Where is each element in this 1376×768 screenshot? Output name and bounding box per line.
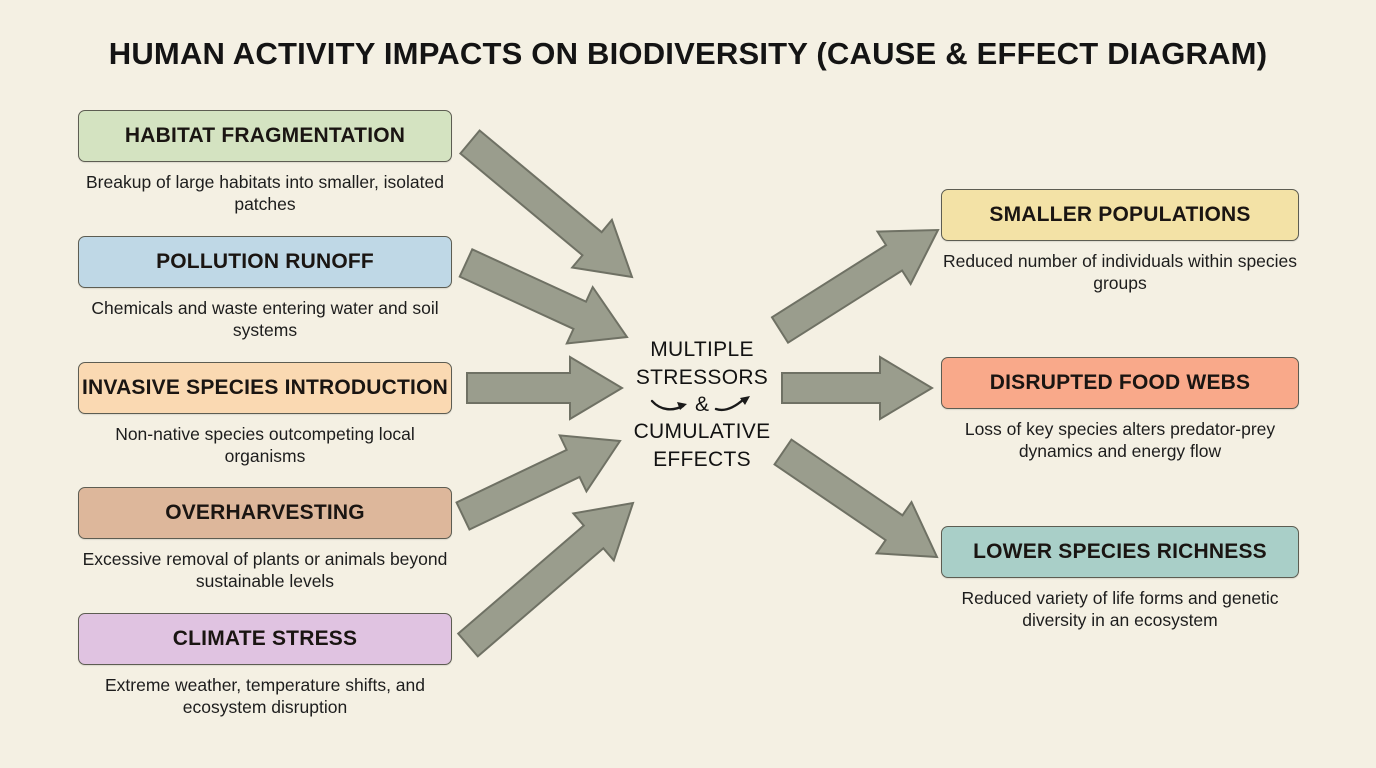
cause-label-pollution-runoff: POLLUTION RUNOFF xyxy=(156,250,374,273)
effect-label-disrupted-food-webs: DISRUPTED FOOD WEBS xyxy=(989,371,1251,394)
cause-node-overharvesting[interactable]: OVERHARVESTING Excessive removal of plan… xyxy=(78,487,452,593)
arrow-hub-to-lower-species-richness xyxy=(773,438,939,559)
effect-desc-smaller-populations: Reduced number of individuals within spe… xyxy=(942,251,1298,294)
cause-label-climate-stress: CLIMATE STRESS xyxy=(172,627,358,650)
hub-line-cumulative: CUMULATIVE xyxy=(633,420,771,444)
cause-desc-invasive-species-introduction: Non-native species outcompeting local or… xyxy=(115,424,415,467)
arrow-hub-to-smaller-populations xyxy=(770,228,940,345)
central-hub: MULTIPLE STRESSORS & CUMULATIVE EFFECTS xyxy=(620,336,784,474)
effect-label-smaller-populations: SMALLER POPULATIONS xyxy=(989,203,1251,226)
cause-desc-climate-stress: Extreme weather, temperature shifts, and… xyxy=(104,675,426,718)
effect-node-disrupted-food-webs[interactable]: DISRUPTED FOOD WEBS Loss of key species … xyxy=(941,357,1299,463)
cause-desc-overharvesting: Excessive removal of plants or animals b… xyxy=(82,549,448,592)
effect-box-smaller-populations[interactable]: SMALLER POPULATIONS xyxy=(941,189,1299,241)
effect-box-lower-species-richness[interactable]: LOWER SPECIES RICHNESS xyxy=(941,526,1299,578)
cause-label-invasive-species-introduction: INVASIVE SPECIES INTRODUCTION xyxy=(82,376,448,399)
cause-label-habitat-fragmentation: HABITAT FRAGMENTATION xyxy=(124,124,406,147)
arrow-hub-to-disrupted-food-webs xyxy=(781,355,934,421)
cause-node-habitat-fragmentation[interactable]: HABITAT FRAGMENTATION Breakup of large h… xyxy=(78,110,452,216)
arrow-overharvesting-to-hub xyxy=(455,434,622,531)
effect-label-lower-species-richness: LOWER SPECIES RICHNESS xyxy=(973,540,1267,563)
effect-node-smaller-populations[interactable]: SMALLER POPULATIONS Reduced number of in… xyxy=(941,189,1299,295)
cause-node-invasive-species-introduction[interactable]: INVASIVE SPECIES INTRODUCTION Non-native… xyxy=(78,362,452,468)
cause-box-invasive-species-introduction[interactable]: INVASIVE SPECIES INTRODUCTION xyxy=(78,362,452,414)
cause-node-pollution-runoff[interactable]: POLLUTION RUNOFF Chemicals and waste ent… xyxy=(78,236,452,342)
hub-line-multiple: MULTIPLE xyxy=(650,338,754,361)
effect-box-disrupted-food-webs[interactable]: DISRUPTED FOOD WEBS xyxy=(941,357,1299,409)
cause-desc-habitat-fragmentation: Breakup of large habitats into smaller, … xyxy=(86,172,444,215)
cause-desc-pollution-runoff: Chemicals and waste entering water and s… xyxy=(91,298,439,341)
cause-box-overharvesting[interactable]: OVERHARVESTING xyxy=(78,487,452,539)
effect-desc-lower-species-richness: Reduced variety of life forms and geneti… xyxy=(961,588,1279,631)
arrow-invasive-species-to-hub xyxy=(466,355,624,421)
curved-arrow-right-icon xyxy=(714,395,750,411)
hub-ampersand: & xyxy=(694,393,709,417)
arrow-habitat-fragmentation-to-hub xyxy=(458,129,634,279)
hub-line-effects: EFFECTS xyxy=(653,448,751,472)
arrow-climate-stress-to-hub xyxy=(456,501,635,658)
cause-box-climate-stress[interactable]: CLIMATE STRESS xyxy=(78,613,452,665)
effect-node-lower-species-richness[interactable]: LOWER SPECIES RICHNESS Reduced variety o… xyxy=(941,526,1299,632)
hub-amp-row: & xyxy=(620,391,784,418)
arrow-pollution-runoff-to-hub xyxy=(458,248,629,345)
hub-line-stressors: STRESSORS xyxy=(635,365,769,389)
curved-arrow-left-icon xyxy=(650,399,687,411)
cause-node-climate-stress[interactable]: CLIMATE STRESS Extreme weather, temperat… xyxy=(78,613,452,719)
page-title: HUMAN ACTIVITY IMPACTS ON BIODIVERSITY (… xyxy=(108,36,1268,71)
cause-box-pollution-runoff[interactable]: POLLUTION RUNOFF xyxy=(78,236,452,288)
effect-desc-disrupted-food-webs: Loss of key species alters predator-prey… xyxy=(964,419,1276,462)
cause-box-habitat-fragmentation[interactable]: HABITAT FRAGMENTATION xyxy=(78,110,452,162)
cause-label-overharvesting: OVERHARVESTING xyxy=(165,501,365,524)
